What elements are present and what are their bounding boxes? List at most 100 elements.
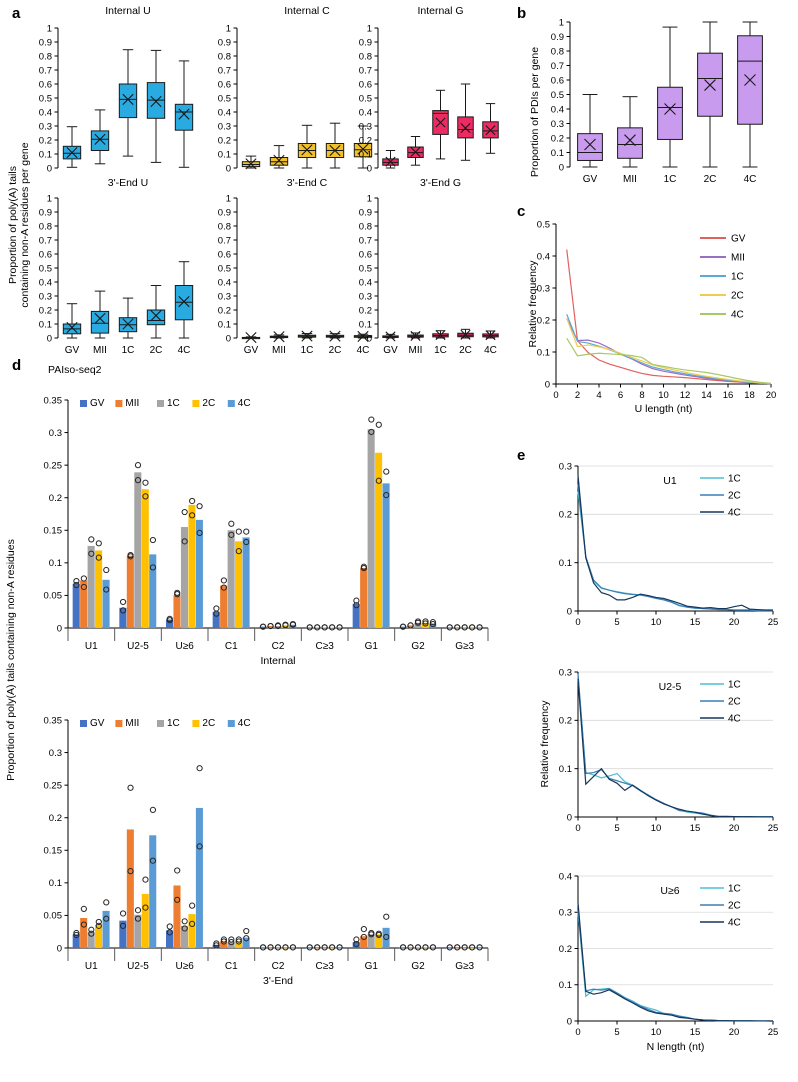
svg-text:15: 15	[690, 617, 701, 628]
box-rect	[118, 83, 138, 119]
bar-2C-C≥3	[328, 947, 336, 949]
x-tick-label: MII	[409, 345, 423, 356]
replicate-point-MII-G1	[360, 564, 367, 572]
svg-text:0: 0	[559, 162, 564, 173]
replicate-point-2C-G2	[422, 620, 429, 627]
svg-text:0.3: 0.3	[359, 121, 372, 132]
legend-label-MII: MII	[125, 398, 139, 409]
replicate-point-MII-U≥6	[174, 591, 181, 598]
legend-label-4C: 4C	[728, 508, 741, 519]
replicate-point-2C-U2-5	[142, 876, 149, 883]
box-4C	[174, 60, 194, 168]
svg-text:10: 10	[651, 823, 662, 834]
box-GV	[577, 94, 603, 168]
svg-text:10: 10	[651, 1027, 662, 1038]
svg-text:0: 0	[545, 379, 550, 390]
replicate-point-2C-C1	[235, 936, 242, 943]
replicate-point-2C-U1	[95, 918, 102, 926]
svg-text:5: 5	[614, 617, 619, 628]
legend-label-4C: 4C	[238, 398, 251, 409]
replicate-point-1C-U2-5	[134, 477, 142, 484]
replicate-point-GV-U2-5	[119, 607, 127, 614]
bar-4C-U2-5	[149, 554, 157, 628]
legend-label-1C: 1C	[728, 884, 741, 895]
bar-2C-U≥6	[188, 504, 196, 628]
svg-text:0.1: 0.1	[559, 558, 572, 569]
x-tick-label: 1C	[301, 345, 314, 356]
boxplot-a-3end-G: 1 0.9 0.8 0.7 0.6 0.5 0.4 0.3 0.2 0.1 0 GV MII 1C 2C 4C	[359, 193, 499, 356]
mean-marker	[94, 312, 106, 324]
replicate-point-GV-U≥6	[166, 923, 173, 930]
replicate-point-1C-C≥3	[321, 624, 328, 631]
bar-1C-G1	[367, 429, 375, 628]
box-1C	[432, 89, 449, 160]
replicate-point-4C-C1	[243, 528, 250, 535]
mean-marker	[273, 154, 285, 166]
svg-text:0.2: 0.2	[49, 493, 62, 504]
mean-marker	[66, 147, 78, 159]
svg-text:0: 0	[367, 163, 372, 174]
svg-text:0.6: 0.6	[39, 79, 52, 90]
mean-marker	[94, 133, 106, 145]
svg-text:0.1: 0.1	[359, 149, 372, 160]
x-tick-label: U1	[85, 961, 98, 972]
svg-text:0.8: 0.8	[359, 51, 372, 62]
legend-label-GV: GV	[90, 398, 105, 409]
box-rect	[146, 309, 166, 326]
box-GV	[382, 150, 399, 169]
svg-text:0.8: 0.8	[359, 221, 372, 232]
svg-text:Proportion of poly(A) tails: Proportion of poly(A) tails	[7, 166, 19, 284]
replicate-point-4C-G2	[429, 944, 437, 951]
box-MII	[90, 290, 110, 339]
svg-text:0.7: 0.7	[39, 65, 52, 76]
svg-text:0.2: 0.2	[49, 813, 62, 824]
box-2C	[146, 49, 166, 163]
svg-text:0.4: 0.4	[39, 277, 52, 288]
svg-text:0.3: 0.3	[559, 667, 572, 678]
replicate-point-1C-G≥3	[461, 624, 468, 631]
bar-1C-U2-5	[134, 472, 142, 628]
bar-GV-G2	[399, 626, 407, 628]
panel-e-ylabel: Relative frequency	[539, 700, 551, 788]
replicate-point-2C-C2	[282, 622, 289, 629]
replicate-point-MII-U1	[80, 575, 87, 582]
chart-title-a-internal-U: Internal U	[105, 5, 151, 17]
mean-marker	[66, 321, 78, 334]
svg-text:c: c	[517, 203, 525, 220]
bar-MII-U1	[80, 918, 88, 948]
bar-GV-C≥3	[306, 627, 314, 629]
bar-GV-U≥6	[166, 619, 174, 628]
replicate-point-1C-U2-5	[134, 915, 142, 922]
box-1C	[432, 330, 449, 341]
replicate-point-GV-G2	[399, 944, 407, 951]
svg-text:0.1: 0.1	[359, 319, 372, 330]
bar-1C-U2-5	[134, 914, 142, 948]
replicate-point-4C-C1	[243, 538, 250, 546]
bar-2C-U≥6	[188, 914, 196, 948]
bar-MII-G1	[360, 936, 368, 948]
box-rect	[577, 133, 603, 161]
replicate-point-1C-G1	[368, 428, 375, 436]
svg-text:0.4: 0.4	[359, 277, 372, 288]
svg-text:0.2: 0.2	[359, 305, 372, 316]
bar-2C-U2-5	[141, 893, 149, 948]
replicate-point-MII-G2	[407, 944, 414, 951]
mean-marker	[744, 74, 756, 86]
x-tick-label: C2	[272, 961, 285, 972]
svg-text:0.6: 0.6	[39, 249, 52, 260]
bar-MII-G1	[360, 568, 368, 628]
x-tick-label: 1C	[664, 174, 677, 185]
bar-1C-C≥3	[320, 627, 328, 629]
x-tick-label: C≥3	[316, 641, 335, 652]
replicate-point-GV-C2	[259, 623, 267, 630]
boxplot-b-pdis: 1 0.9 0.8 0.7 0.6 0.5 0.4 0.3 0.2 0.1 0 GV MII 1C 2C 4C	[551, 17, 763, 185]
replicate-point-4C-G1	[383, 468, 390, 475]
svg-text:0.05: 0.05	[44, 591, 63, 602]
series-line-4C	[577, 678, 774, 818]
svg-text:0.4: 0.4	[537, 251, 550, 262]
box-MII	[269, 331, 289, 343]
replicate-point-2C-U≥6	[189, 920, 196, 928]
series-line-4C	[577, 902, 774, 1022]
mean-marker	[584, 138, 596, 151]
replicate-point-4C-G1	[383, 492, 390, 499]
